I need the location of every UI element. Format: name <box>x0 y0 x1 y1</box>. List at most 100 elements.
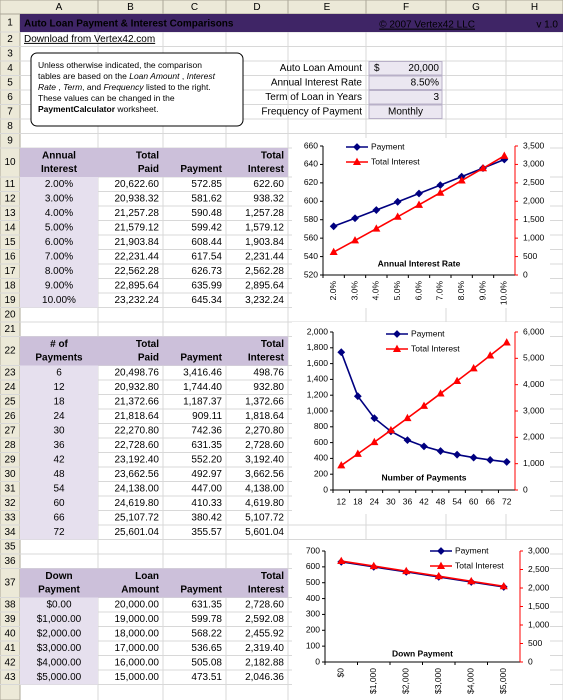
y-tick-label: 0 <box>323 484 328 494</box>
y-tick-label: 400 <box>306 593 320 603</box>
table-cell: 572.85 <box>191 179 222 190</box>
table-cell: 635.99 <box>191 280 222 291</box>
x-tick-label: 5.0% <box>392 281 402 301</box>
table-cell: 631.35 <box>191 599 222 610</box>
x-axis-title: Annual Interest Rate <box>378 258 461 268</box>
table-cell: 20,622.60 <box>115 179 160 190</box>
table-cell: 7.00% <box>45 251 73 262</box>
table-cell: 590.48 <box>191 208 222 219</box>
row-number: 26 <box>4 411 16 422</box>
table-cell: 22,231.44 <box>115 251 160 262</box>
table-cell: 938.32 <box>253 193 284 204</box>
table-cell: 581.62 <box>191 193 222 204</box>
data-point <box>369 561 378 570</box>
input-cell <box>368 75 443 90</box>
data-point <box>372 224 381 232</box>
y2-tick-label: 2,500 <box>523 177 545 187</box>
table-cell: 2,319.40 <box>245 643 284 654</box>
table-cell: 22,562.28 <box>115 266 160 277</box>
data-point <box>478 163 488 172</box>
row-number: 17 <box>4 266 16 277</box>
note-text: Unless otherwise indicated, the comparis… <box>38 60 202 70</box>
data-point <box>419 401 429 409</box>
note-text: Frequency <box>103 82 144 92</box>
row-number: 42 <box>4 657 16 668</box>
charts: 52054056058060062064066005001,0001,5002,… <box>292 138 550 700</box>
table-cell: $4,000.00 <box>37 657 82 668</box>
table-cell: 932.80 <box>253 382 284 393</box>
table-cell: 23,232.24 <box>115 295 160 306</box>
table-cell: 568.22 <box>191 628 222 639</box>
table-cell: 8.00% <box>45 266 73 277</box>
note-line: Unless otherwise indicated, the comparis… <box>38 60 202 70</box>
table-cell: 631.35 <box>191 440 222 451</box>
x-tick-label: 4.0% <box>371 281 381 301</box>
row-number: 36 <box>4 556 16 567</box>
data-point <box>436 181 445 190</box>
x-tick-label: 48 <box>436 496 446 506</box>
table-cell: 410.33 <box>191 498 222 509</box>
table-header: # of <box>50 339 68 350</box>
y-tick-label: 400 <box>314 453 328 463</box>
y-tick-label: 200 <box>306 625 320 635</box>
table-cell: 17,000.00 <box>115 643 160 654</box>
note-line: PaymentCalculator worksheet. <box>38 104 158 114</box>
table-header: Total <box>136 339 159 350</box>
table-cell: $3,000.00 <box>37 643 82 654</box>
data-point <box>403 436 412 445</box>
row-number: 15 <box>4 237 16 248</box>
row-number: 14 <box>4 222 16 233</box>
table-header: Annual <box>42 151 76 162</box>
table-cell: 30 <box>53 425 65 436</box>
y-tick-label: 700 <box>306 545 320 555</box>
note-line: tables are based on the Loan Amount , In… <box>38 71 216 81</box>
download-link[interactable]: Download from Vertex42.com <box>24 34 155 45</box>
data-point <box>393 197 402 206</box>
note-line: These values can be changed in the <box>38 93 175 103</box>
table-header: Payment <box>180 353 222 364</box>
data-point <box>457 176 466 184</box>
y-tick-label: 2,000 <box>307 326 329 336</box>
y-tick-label: 0 <box>315 656 320 666</box>
table-header: Down <box>45 571 72 582</box>
table-header: Payment <box>180 164 222 175</box>
column-letter: B <box>127 2 134 13</box>
table-cell: 10.00% <box>42 295 76 306</box>
x-tick-label: $1,000 <box>368 668 378 694</box>
row-number: 22 <box>4 346 16 357</box>
row-number: 21 <box>4 324 16 335</box>
x-axis-title: Down Payment <box>392 648 453 658</box>
y-tick-label: 1,800 <box>307 342 329 352</box>
y-tick-label: 1,400 <box>307 374 329 384</box>
row-number: 7 <box>7 106 13 117</box>
x-axis-title: Number of Payments <box>381 472 466 482</box>
column-letter: G <box>472 2 480 13</box>
y2-tick-label: 1,500 <box>523 214 545 224</box>
y2-tick-label: 0 <box>528 656 533 666</box>
data-point <box>436 188 445 196</box>
y-tick-label: 560 <box>304 232 318 242</box>
first-column-fill <box>20 597 98 685</box>
table-header: Amount <box>121 585 159 596</box>
data-point <box>353 392 362 401</box>
y2-tick-label: 5,000 <box>523 353 545 363</box>
table-header: Total <box>136 151 159 162</box>
line-chart: 0 100 200 300 400 500 600 700 0 500 1,000 1,500 2,00… <box>292 540 550 700</box>
note-text: Rate <box>38 82 56 92</box>
row-number: 6 <box>7 92 13 103</box>
line-chart: 02004006008001,0001,2001,4001,6001,8002,… <box>292 322 550 514</box>
data-point <box>337 556 346 565</box>
input-cell <box>368 90 443 105</box>
y2-tick-label: 1,500 <box>528 601 550 611</box>
table-cell: 626.73 <box>191 266 222 277</box>
x-tick-label: 9.0% <box>477 281 487 301</box>
y2-tick-label: 3,000 <box>528 545 550 555</box>
data-point <box>469 364 478 372</box>
table-cell: 1,903.84 <box>245 237 284 248</box>
data-point <box>386 425 395 434</box>
legend-marker <box>392 344 402 352</box>
row-number: 10 <box>4 157 16 168</box>
y-tick-label: 540 <box>304 251 318 261</box>
data-point <box>502 338 511 346</box>
